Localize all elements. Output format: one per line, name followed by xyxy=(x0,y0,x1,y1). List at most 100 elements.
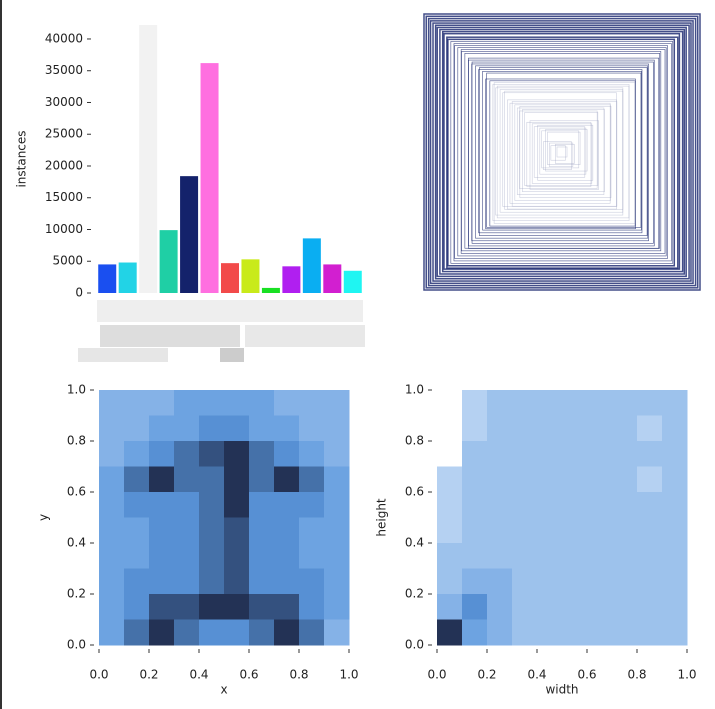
box xyxy=(514,104,611,201)
heat-cell xyxy=(324,390,350,416)
heat-cell xyxy=(487,594,513,620)
heat-cell xyxy=(562,466,588,493)
heat-cell xyxy=(174,594,200,620)
bar xyxy=(302,238,321,293)
heat-cell xyxy=(437,568,463,595)
heat-cell xyxy=(462,441,488,467)
x-tick-label: 0.4 xyxy=(189,668,208,682)
y-tick-label: 35000 xyxy=(45,63,83,77)
heat-cell xyxy=(437,517,463,544)
y-tick-label: 40000 xyxy=(45,31,83,45)
heat-cell xyxy=(224,390,250,416)
heat-cell xyxy=(224,568,250,595)
heat-cell xyxy=(662,517,688,544)
heat-cell xyxy=(124,594,150,620)
y-tick-label: 1.0 xyxy=(67,383,86,397)
x-tick-label: 0.4 xyxy=(527,668,546,682)
heat-cell xyxy=(612,619,638,646)
heat-cell xyxy=(224,543,250,569)
box xyxy=(543,141,572,170)
box xyxy=(556,146,568,158)
box xyxy=(427,17,697,287)
heat-cell xyxy=(274,568,300,595)
heat-cell xyxy=(274,543,300,569)
y-tick-label: 15000 xyxy=(45,190,83,204)
box xyxy=(555,144,575,164)
heat-cell xyxy=(562,517,588,544)
heat-cell xyxy=(174,517,200,544)
heat-cell xyxy=(149,568,175,595)
heat-cell xyxy=(224,619,250,646)
heat-cell xyxy=(637,466,663,493)
heat-cell xyxy=(662,390,688,416)
box xyxy=(478,69,643,234)
y-tick-label: 0.6 xyxy=(405,485,424,499)
heat-cell xyxy=(512,492,538,518)
y-tick-label: 0.8 xyxy=(67,434,86,448)
heat-cell xyxy=(274,492,300,518)
heat-cell xyxy=(299,390,325,416)
heat-cell xyxy=(512,568,538,595)
heat-cell xyxy=(299,466,325,493)
y-tick-label: 0.2 xyxy=(67,587,86,601)
x-axis-label: width xyxy=(545,683,578,697)
box xyxy=(524,112,599,186)
heat-cell xyxy=(637,543,663,569)
heat-cell xyxy=(637,619,663,646)
bar xyxy=(261,287,280,293)
heat-cell xyxy=(224,492,250,518)
box xyxy=(457,47,667,257)
heat-cell xyxy=(99,594,125,620)
heat-cell xyxy=(149,594,175,620)
heat-cell xyxy=(612,568,638,595)
heat-cell xyxy=(149,619,175,646)
heat-cell xyxy=(249,594,275,620)
box xyxy=(443,32,681,270)
bar xyxy=(118,262,137,293)
x-tick-label: 1.0 xyxy=(339,668,358,682)
heat-cell xyxy=(299,619,325,646)
heat-cell xyxy=(612,415,638,442)
heat-cell xyxy=(224,466,250,493)
heat-cell xyxy=(149,466,175,493)
heat-cell xyxy=(124,441,150,467)
bar xyxy=(220,263,240,293)
heat-cell xyxy=(587,517,613,544)
heat-cell xyxy=(324,492,350,518)
x-tick-label: 0.6 xyxy=(577,668,596,682)
heat-cell xyxy=(437,594,463,620)
heat-cell xyxy=(149,543,175,569)
heat-cell xyxy=(662,441,688,467)
heat-cell xyxy=(537,568,563,595)
y-tick-label: 0.0 xyxy=(67,638,86,652)
y-tick-label: 0.4 xyxy=(405,536,424,550)
box xyxy=(533,126,586,178)
heat-cell xyxy=(612,594,638,620)
heat-cell xyxy=(249,517,275,544)
y-axis-label: y xyxy=(37,514,51,521)
box xyxy=(450,41,674,264)
heat-cell xyxy=(487,466,513,493)
heat-cell xyxy=(662,492,688,518)
bar xyxy=(323,264,342,293)
box xyxy=(516,107,605,195)
box xyxy=(519,110,598,189)
heat-cell xyxy=(249,543,275,569)
box xyxy=(471,63,649,242)
heat-cell xyxy=(274,415,300,442)
heat-cell xyxy=(587,594,613,620)
heat-cell xyxy=(662,543,688,569)
heat-cell xyxy=(562,390,588,416)
heat-cell xyxy=(249,390,275,416)
heat-cell xyxy=(562,415,588,442)
heat-cell xyxy=(249,466,275,493)
heat-cell xyxy=(299,517,325,544)
heat-cell xyxy=(149,441,175,467)
y-tick-label: 0 xyxy=(75,286,83,300)
heat-cell xyxy=(462,492,488,518)
box xyxy=(537,124,594,181)
heat-cell xyxy=(99,568,125,595)
heat-cell xyxy=(249,441,275,467)
heat-cell xyxy=(587,619,613,646)
